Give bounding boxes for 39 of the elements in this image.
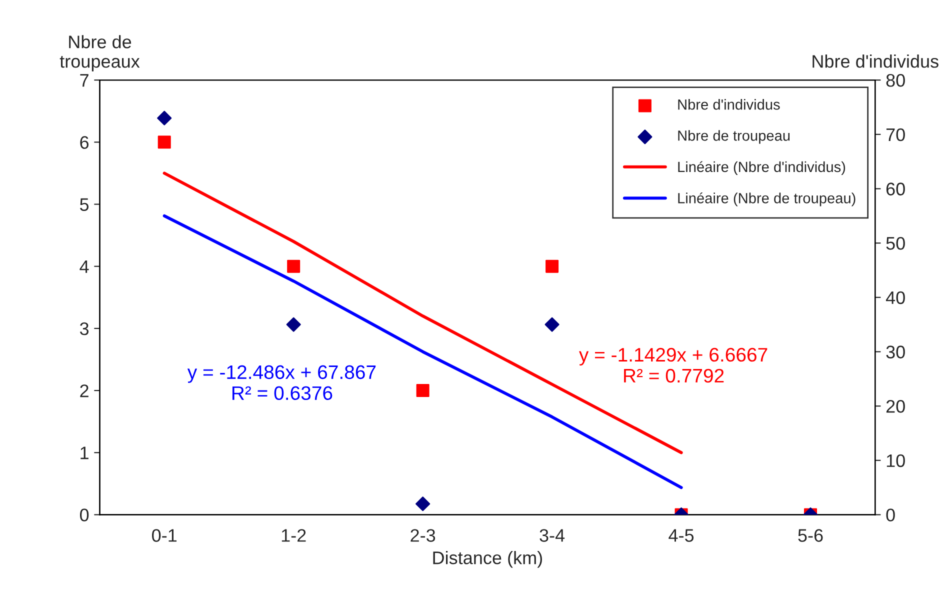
point: [158, 136, 171, 149]
y-tick-label: 2: [80, 384, 88, 398]
y2-tick-label: 20: [886, 400, 905, 413]
point: [287, 260, 300, 273]
legend-label: Nbre de troupeau: [678, 130, 790, 144]
y-tick-label: 4: [80, 260, 89, 273]
y-tick-label: 5: [80, 198, 89, 211]
point: [546, 260, 559, 273]
annotation: y = -1.1429x + 6.6667 R² = 0.7792: [578, 348, 768, 383]
point: [416, 496, 430, 512]
y2-tick-label: 60: [886, 182, 905, 196]
y-tick-label: 1: [80, 446, 88, 460]
y2-axis-title: Nbre d'individus: [812, 54, 938, 68]
y-tick-label: 3: [80, 322, 89, 336]
x-tick-label: 5-6: [798, 529, 823, 542]
x-axis-title: Distance (km): [433, 550, 542, 568]
point: [286, 317, 301, 332]
point: [544, 317, 560, 332]
y2-tick-label: 70: [886, 128, 905, 142]
legend-label: Linéaire (Nbre d'individus): [678, 161, 846, 175]
y2-tick-label: 40: [886, 291, 905, 304]
x-tick-label: 1-2: [282, 529, 306, 542]
y2-tick-label: 30: [886, 346, 905, 358]
x-tick-label: 4-5: [668, 529, 694, 542]
y-axis-title: Nbre de troupeaux: [60, 35, 140, 72]
y-tick-label: 0: [80, 508, 89, 522]
y2-tick-label: 80: [886, 74, 905, 87]
x-tick-label: 0-1: [152, 529, 177, 542]
legend-label: Linéaire (Nbre de troupeau): [678, 192, 856, 206]
y-tick-label: 6: [80, 136, 89, 149]
y2-tick-label: 50: [886, 236, 905, 250]
x-tick-label: 2-3: [410, 529, 436, 542]
y2-tick-label: 0: [886, 508, 895, 522]
y-tick-label: 7: [80, 74, 88, 87]
x-tick-label: 3-4: [540, 529, 565, 542]
point: [157, 110, 172, 126]
legend-label: Nbre d'individus: [678, 99, 780, 110]
y2-tick-label: 10: [886, 454, 905, 468]
annotation: y = -12.486x + 67.867 R² = 0.6376: [187, 365, 376, 400]
